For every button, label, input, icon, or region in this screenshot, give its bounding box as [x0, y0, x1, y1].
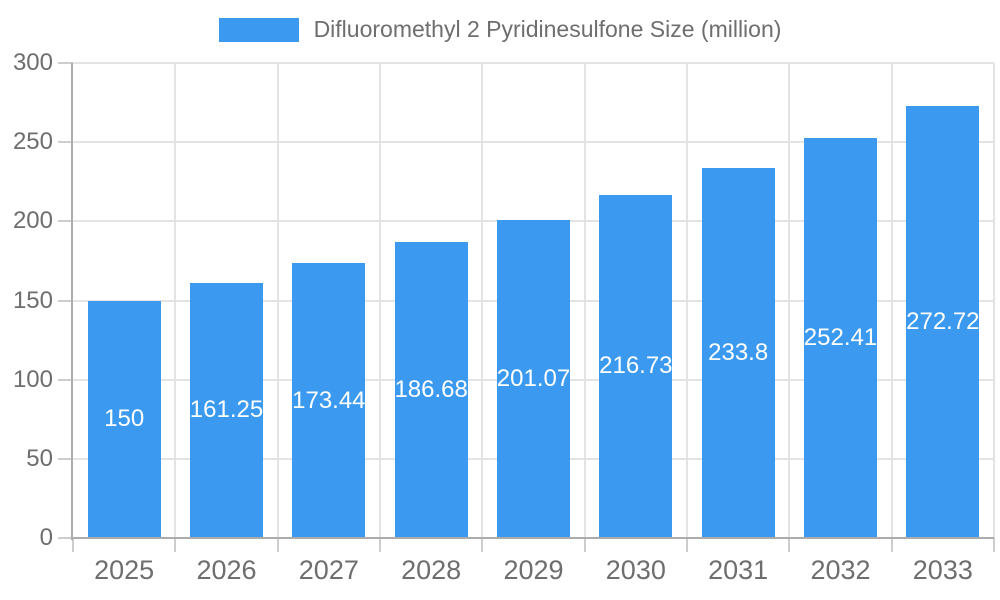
- bar-value-label: 252.41: [803, 324, 878, 352]
- x-gridline: [174, 63, 177, 538]
- y-axis-label: 150: [12, 286, 53, 314]
- x-axis-label: 2025: [94, 555, 155, 585]
- x-gridline: [890, 63, 893, 538]
- x-gridline: [276, 63, 279, 538]
- y-axis-label: 300: [12, 49, 53, 76]
- bar-value-label: 186.68: [394, 376, 468, 404]
- legend-label: Difluoromethyl 2 Pyridinesulfone Size (m…: [313, 16, 782, 42]
- x-axis-tick: [72, 538, 74, 552]
- bar-2025[interactable]: [87, 300, 161, 538]
- x-axis-tick: [276, 538, 279, 552]
- y-axis-label: 0: [39, 524, 53, 551]
- x-axis-label: 2033: [912, 555, 973, 585]
- x-axis-tick: [481, 538, 484, 552]
- x-axis-tick: [583, 538, 586, 552]
- x-axis-label: 2030: [605, 555, 666, 585]
- x-axis-label: 2027: [298, 555, 359, 585]
- x-gridline: [686, 63, 688, 538]
- y-axis-tick: [58, 378, 73, 381]
- y-axis-label: 100: [12, 365, 53, 393]
- x-axis-tick: [686, 538, 688, 552]
- x-axis-label: 2026: [196, 555, 257, 585]
- bar-value-label: 150: [104, 405, 145, 433]
- bar-2026[interactable]: [190, 282, 263, 538]
- bar-2032[interactable]: [804, 138, 877, 538]
- x-gridline: [481, 63, 484, 538]
- y-axis-line: [71, 63, 73, 540]
- y-axis-tick: [58, 220, 73, 223]
- x-gridline: [583, 63, 586, 538]
- bar-2030[interactable]: [599, 194, 673, 538]
- y-axis-label: 50: [26, 444, 53, 472]
- x-axis-tick: [993, 538, 995, 552]
- x-axis-tick: [788, 538, 791, 552]
- y-gridline: [73, 62, 994, 64]
- x-axis-label: 2029: [503, 555, 564, 585]
- y-gridline: [73, 141, 994, 144]
- bar-value-label: 161.25: [189, 396, 264, 424]
- x-gridline: [993, 63, 995, 538]
- x-axis-label: 2032: [810, 555, 871, 585]
- legend[interactable]: Difluoromethyl 2 Pyridinesulfone Size (m…: [0, 16, 1000, 43]
- x-axis-tick: [890, 538, 893, 552]
- bar-value-label: 216.73: [599, 352, 673, 380]
- bar-value-label: 272.72: [906, 308, 980, 336]
- y-axis-tick: [58, 457, 73, 460]
- y-axis-label: 200: [12, 207, 53, 235]
- y-axis-tick: [58, 141, 73, 144]
- x-axis-label: 2031: [708, 555, 769, 585]
- x-axis-tick: [174, 538, 177, 552]
- bar-2027[interactable]: [292, 263, 366, 538]
- x-gridline: [788, 63, 791, 538]
- bar-value-label: 201.07: [496, 364, 571, 392]
- bar-2033[interactable]: [906, 106, 980, 538]
- x-axis-line: [73, 537, 994, 539]
- bar-2028[interactable]: [394, 242, 468, 538]
- bar-value-label: 173.44: [292, 386, 366, 414]
- y-axis-tick: [58, 537, 73, 539]
- legend-swatch-icon: [218, 17, 299, 42]
- y-axis-label: 250: [12, 128, 53, 156]
- bar-value-label: 233.8: [708, 338, 769, 366]
- x-axis-label: 2028: [401, 555, 462, 585]
- y-axis-tick: [58, 299, 73, 302]
- x-axis-tick: [379, 538, 381, 552]
- bar-2031[interactable]: [701, 167, 775, 538]
- bar-2029[interactable]: [497, 219, 570, 538]
- y-axis-tick: [58, 62, 73, 64]
- x-gridline: [379, 63, 381, 538]
